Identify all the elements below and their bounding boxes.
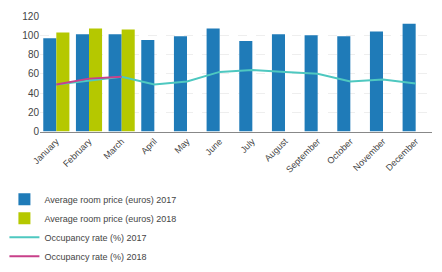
svg-text:July: July <box>239 136 258 155</box>
svg-text:Occupancy rate (%) 2018: Occupancy rate (%) 2018 <box>44 252 146 262</box>
svg-text:December: December <box>384 136 420 172</box>
svg-text:Average room price (euros) 201: Average room price (euros) 2018 <box>44 214 176 224</box>
svg-text:May: May <box>172 136 191 155</box>
svg-text:August: August <box>263 136 290 163</box>
svg-text:June: June <box>203 136 224 157</box>
svg-text:100: 100 <box>22 30 39 41</box>
svg-text:Average room price (euros) 201: Average room price (euros) 2017 <box>44 195 176 205</box>
svg-text:120: 120 <box>22 11 39 22</box>
svg-text:October: October <box>325 136 355 166</box>
svg-text:April: April <box>139 136 159 156</box>
svg-text:January: January <box>31 136 61 166</box>
svg-text:80: 80 <box>28 49 40 60</box>
svg-text:0: 0 <box>33 126 39 137</box>
svg-text:Occupancy rate (%) 2017: Occupancy rate (%) 2017 <box>44 233 146 243</box>
svg-text:February: February <box>61 136 94 169</box>
svg-text:40: 40 <box>28 88 40 99</box>
svg-text:20: 20 <box>28 107 40 118</box>
svg-text:November: November <box>351 136 387 172</box>
svg-text:60: 60 <box>28 68 40 79</box>
svg-text:September: September <box>284 136 322 174</box>
svg-text:March: March <box>102 136 127 161</box>
